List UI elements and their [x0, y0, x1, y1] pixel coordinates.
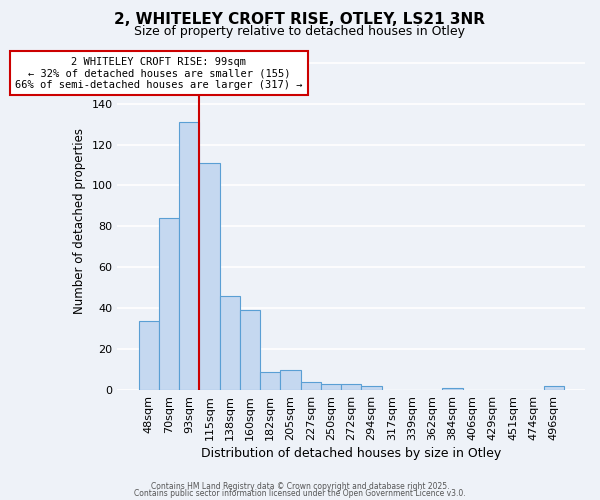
Bar — [240, 310, 260, 390]
Bar — [179, 122, 199, 390]
Bar — [139, 320, 159, 390]
Bar — [321, 384, 341, 390]
Bar — [159, 218, 179, 390]
Bar — [361, 386, 382, 390]
Bar — [544, 386, 564, 390]
Bar — [260, 372, 280, 390]
Bar — [280, 370, 301, 390]
Y-axis label: Number of detached properties: Number of detached properties — [73, 128, 86, 314]
Bar — [341, 384, 361, 390]
Bar — [442, 388, 463, 390]
Bar — [301, 382, 321, 390]
Bar — [220, 296, 240, 390]
Text: Contains HM Land Registry data © Crown copyright and database right 2025.: Contains HM Land Registry data © Crown c… — [151, 482, 449, 491]
Text: Size of property relative to detached houses in Otley: Size of property relative to detached ho… — [134, 25, 466, 38]
Bar — [199, 163, 220, 390]
Text: 2 WHITELEY CROFT RISE: 99sqm
← 32% of detached houses are smaller (155)
66% of s: 2 WHITELEY CROFT RISE: 99sqm ← 32% of de… — [15, 56, 303, 90]
X-axis label: Distribution of detached houses by size in Otley: Distribution of detached houses by size … — [201, 447, 502, 460]
Text: 2, WHITELEY CROFT RISE, OTLEY, LS21 3NR: 2, WHITELEY CROFT RISE, OTLEY, LS21 3NR — [115, 12, 485, 28]
Text: Contains public sector information licensed under the Open Government Licence v3: Contains public sector information licen… — [134, 490, 466, 498]
